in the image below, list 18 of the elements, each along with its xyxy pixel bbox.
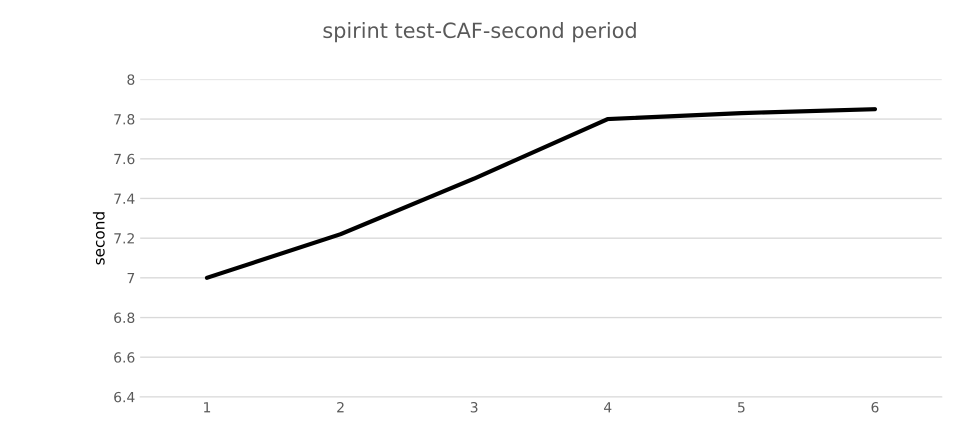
x-tick-label: 3 [470, 402, 478, 413]
y-tick-label: 8 [127, 74, 134, 85]
y-axis-title: second [92, 212, 105, 265]
y-tick-label: 7 [128, 272, 134, 284]
x-tick-label: 2 [337, 402, 344, 412]
y-tick-label: 7.6 [114, 154, 134, 164]
line-series [204, 107, 878, 280]
x-tick-label: 4 [604, 402, 612, 412]
y-tick-label: 7.4 [114, 194, 135, 204]
y-tick-label: 6.6 [114, 352, 134, 363]
y-tick-label: 7.8 [114, 114, 134, 125]
x-tick-label: 1 [204, 402, 210, 412]
y-tick-label: 6.4 [114, 392, 135, 402]
chart-title: spirint test-CAF-second period [323, 22, 636, 42]
x-tick-label: 5 [738, 402, 745, 413]
x-tick-label: 6 [872, 402, 879, 413]
y-tick-label: 7.2 [114, 233, 134, 244]
y-tick-label: 6.8 [114, 312, 134, 323]
